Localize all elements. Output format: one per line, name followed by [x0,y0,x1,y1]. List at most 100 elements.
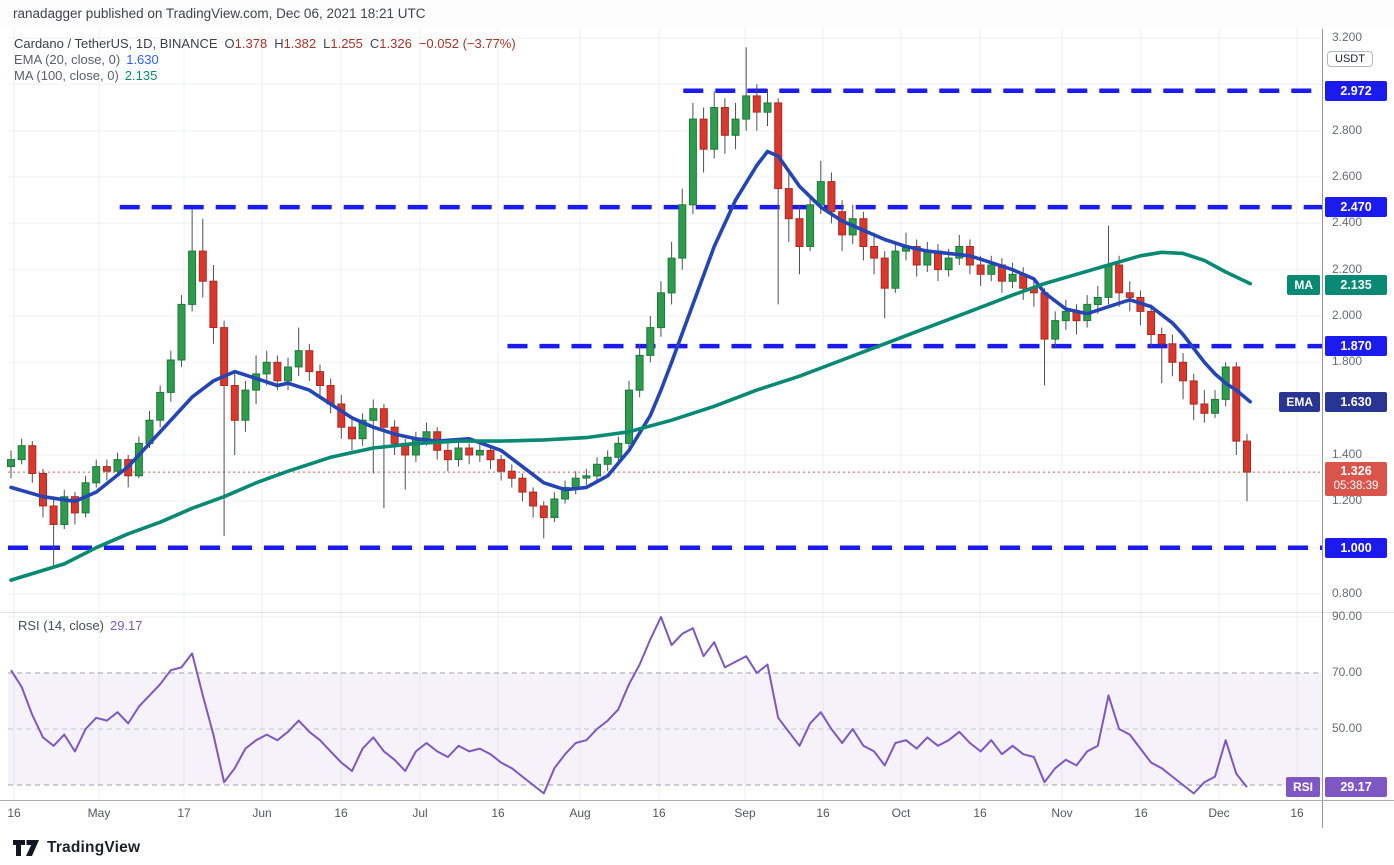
time-tick-label: 16 [7,806,21,820]
price-tick-label: 2.200 [1332,261,1363,276]
publish-header: ranadagger published on TradingView.com,… [0,0,1394,28]
price-tick-label: 2.800 [1332,122,1363,137]
candle-body [465,447,474,456]
candle-body [816,181,825,206]
ohlc-key: H [274,36,284,51]
currency-badge: USDT [1327,51,1373,67]
candle-body [827,181,836,213]
time-axis-border [0,800,1394,801]
level-price-badge: 1.870 [1325,336,1387,357]
change-value: −0.052 (−3.77%) [418,36,516,51]
candle-body [795,218,804,247]
candle-body [454,447,463,461]
candle-body [763,102,772,113]
time-tick-label: 16 [973,806,987,820]
ohlc-value: 1.378 [234,36,268,51]
candle-body [710,107,719,150]
candle-body [976,264,985,275]
candle-body [678,204,687,259]
ma-indicator-label: MA (100, close, 0) [14,68,119,83]
candle-body [944,257,953,271]
candle-body [688,118,697,206]
ema-legend-row: EMA (20, close, 0) 1.630 [14,52,516,68]
candle-body [593,463,601,477]
symbol-legend-row: Cardano / TetherUS, 1D, BINANCE O1.378 H1.… [14,36,516,52]
candle-body [337,403,346,428]
chart-legend: Cardano / TetherUS, 1D, BINANCE O1.378 H1.… [14,36,516,84]
rsi-legend: RSI (14, close) 29.17 [18,618,143,633]
candle-body [17,445,26,461]
candle-body [305,350,314,373]
symbol-title: Cardano / TetherUS, 1D, BINANCE [14,36,218,51]
candle-body [92,466,101,484]
price-axis-border [1322,29,1323,828]
price-tick-label: 2.400 [1332,215,1363,230]
time-tick-label: Jun [252,806,272,820]
candle-body [891,250,900,289]
tradingview-logo-icon[interactable] [12,837,40,859]
ohlc-value: 1.255 [330,36,363,51]
candle-body [1157,334,1166,345]
candle-body [316,371,324,387]
candle-body [156,391,165,421]
time-tick-label: May [87,806,111,820]
rsi-tag-badge: RSI [1285,777,1320,798]
last-price-value: 1.326 [1340,464,1372,479]
candle-body [379,408,388,428]
price-tick-label: 1.800 [1332,354,1363,369]
price-tick-label: 1.400 [1332,446,1363,461]
tradingview-brand-text[interactable]: TradingView [47,839,141,856]
candle-body [166,359,175,393]
price-tick-label: 2.000 [1332,307,1363,322]
candle-body [1243,440,1251,473]
ema20-line [9,149,1252,504]
candle-body [443,449,452,461]
candle-body [1189,380,1198,405]
candle-body [475,449,484,456]
candle-body [1232,366,1241,442]
bar-countdown: 05:38:39 [1333,480,1379,493]
time-tick-label: 16 [816,806,830,820]
candle-body [411,438,420,456]
time-tick-label: Nov [1051,806,1073,820]
ema-value-badge: 1.630 [1325,391,1387,412]
last-price-badge: 1.326 05:38:39 [1325,462,1387,497]
candle-body [923,250,932,266]
candle-body [731,118,740,136]
ohlc-value: 1.382 [283,36,317,51]
candle-body [1125,292,1134,298]
candle-body [635,354,644,391]
candle-body [422,431,431,440]
level-price-badge: 1.000 [1325,537,1387,558]
candle-body [720,107,729,136]
chart-plot-area[interactable] [0,29,1322,800]
ma100-line [9,250,1252,582]
candle-body [486,449,495,461]
candle-body [987,264,996,275]
time-tick-label: Dec [1208,806,1230,820]
candle-body [358,419,367,440]
candle-body [507,470,516,479]
candle-body [752,95,761,113]
pane-separator[interactable] [0,612,1394,613]
time-tick-label: 16 [652,806,666,820]
rsi-tick-label: 70.00 [1332,665,1363,679]
candle-body [209,280,218,328]
rsi-indicator-value: 29.17 [109,618,143,633]
candle-body [571,477,580,489]
candle-body [774,102,783,190]
level-price-badge: 2.972 [1325,80,1387,101]
candle-body [1168,343,1177,363]
ema-indicator-label: EMA (20, close, 0) [14,52,121,67]
candle-body [1115,264,1124,294]
candle-body [262,361,271,375]
time-tick-label: 16 [334,806,348,820]
candle-body [784,188,793,220]
candle-body [582,475,591,479]
candle-body [28,445,37,475]
candle-body [603,456,612,465]
time-tick-label: Aug [569,806,591,820]
candle-body [273,361,282,382]
candle-body [497,459,506,472]
